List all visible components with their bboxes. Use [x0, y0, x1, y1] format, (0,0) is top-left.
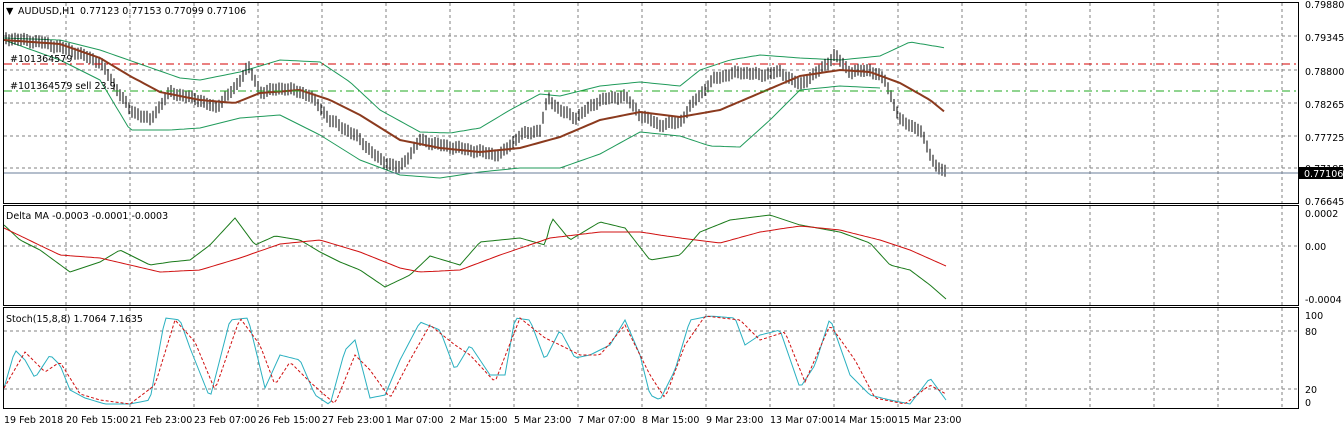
time-tick: 23 Feb 07:00: [194, 415, 256, 426]
time-tick: 13 Mar 07:00: [770, 415, 833, 426]
stoch-pane-frame: [3, 307, 1299, 409]
stoch-main-line: [3, 315, 947, 405]
time-tick: 8 Mar 15:00: [642, 415, 699, 426]
price-tick: 0.76645: [1305, 197, 1344, 208]
time-axis[interactable]: 19 Feb 2018 20 Feb 15:00 21 Feb 23:00 23…: [4, 415, 961, 426]
time-tick: 7 Mar 07:00: [578, 415, 635, 426]
time-tick: 5 Mar 23:00: [514, 415, 571, 426]
delta-ma-slow-line: [3, 225, 947, 273]
price-tick: 0.79880: [1305, 0, 1344, 11]
ohlc-values: 0.77123 0.77153 0.77099 0.77106: [80, 6, 246, 17]
delta-pane-grid: [4, 206, 1298, 305]
moving-average-line: [3, 39, 945, 154]
stoch-tick: 20: [1305, 385, 1317, 396]
time-tick: 26 Feb 15:00: [258, 415, 320, 426]
time-tick: 2 Mar 15:00: [450, 415, 507, 426]
delta-tick: -0.0004: [1305, 295, 1342, 306]
time-tick: 9 Mar 23:00: [706, 415, 763, 426]
stoch-pane-grid: [4, 308, 1298, 408]
stoch-tick: 0: [1305, 398, 1311, 409]
stoch-signal-line: [3, 315, 947, 405]
delta-tick: 0.00: [1305, 242, 1326, 253]
delta-ma-label: Delta MA -0.0003 -0.0001 -0.0003: [6, 211, 168, 222]
time-tick: 21 Feb 23:00: [130, 415, 192, 426]
current-price-badge: [1299, 167, 1343, 179]
order-label-ticket: #101364579: [10, 54, 72, 65]
order-label-sell: #101364579 sell 23.9: [10, 81, 116, 92]
time-tick: 27 Feb 23:00: [322, 415, 384, 426]
time-tick: 15 Mar 23:00: [898, 415, 961, 426]
delta-axis[interactable]: 0.0002 0.00 -0.0004: [1305, 209, 1342, 306]
stoch-tick: 100: [1305, 311, 1323, 322]
current-price-value: 0.77106: [1304, 169, 1343, 180]
stoch-tick: 80: [1305, 327, 1317, 338]
bollinger-bands: [3, 37, 945, 179]
delta-pane-frame: [3, 205, 1299, 306]
price-tick: 0.79345: [1305, 33, 1344, 44]
time-tick: 19 Feb 2018: [4, 415, 63, 426]
time-tick: 20 Feb 15:00: [66, 415, 128, 426]
stoch-axis[interactable]: 100 80 20 0: [1305, 311, 1323, 409]
symbol-timeframe: AUDUSD,H1: [18, 6, 75, 17]
symbol-collapse-arrow[interactable]: ▼: [6, 6, 14, 17]
price-axis[interactable]: 0.79880 0.79345 0.78800 0.78265 0.77725 …: [1299, 0, 1344, 208]
delta-ma-fast-line: [3, 214, 947, 300]
delta-tick: 0.0002: [1305, 209, 1338, 220]
time-tick: 1 Mar 07:00: [386, 415, 443, 426]
stoch-label: Stoch(15,8,8) 1.7064 7.1635: [6, 314, 143, 325]
price-bars: [5, 32, 946, 177]
price-tick: 0.78800: [1305, 67, 1344, 78]
main-pane-frame: [3, 2, 1299, 204]
price-tick: 0.78265: [1305, 100, 1344, 111]
time-tick: 14 Mar 15:00: [834, 415, 897, 426]
price-tick: 0.77725: [1305, 133, 1344, 144]
